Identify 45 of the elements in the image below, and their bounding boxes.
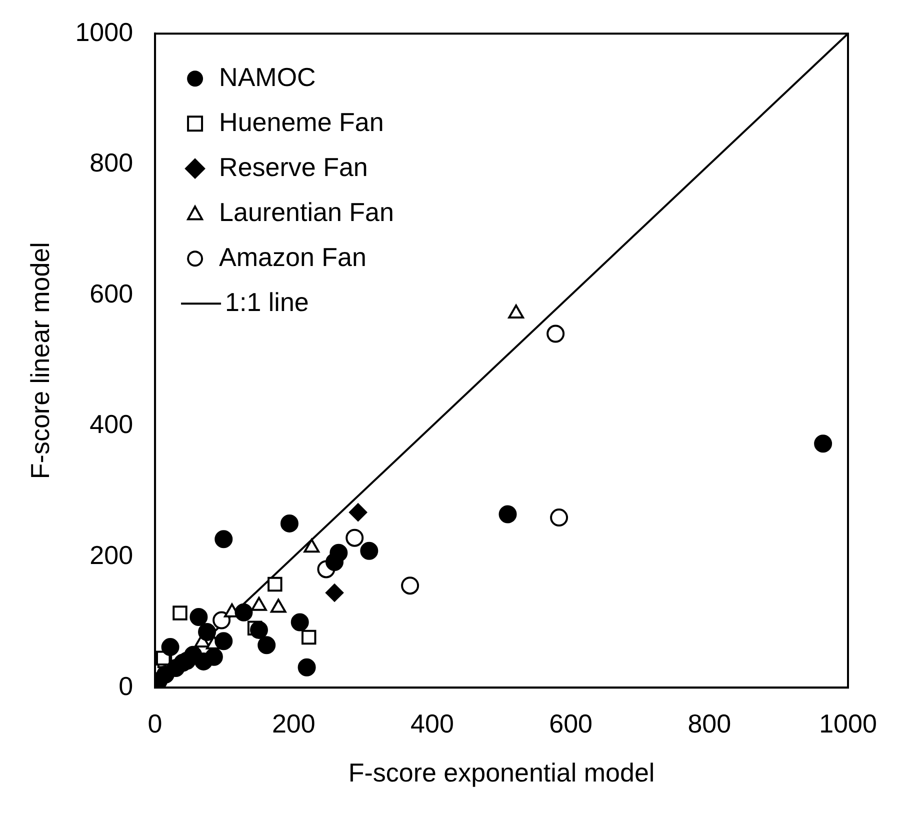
point	[212, 611, 231, 630]
legend-label: Hueneme Fan	[219, 106, 384, 137]
x-tick-label: 600	[549, 708, 593, 738]
y-tick-label: 400	[90, 409, 134, 440]
x-axis-title: F-score exponential model	[348, 758, 655, 788]
point	[214, 632, 233, 650]
legend-label: Reserve Fan	[219, 152, 368, 182]
point	[268, 576, 282, 592]
legend-label: NAMOC	[219, 62, 316, 92]
point	[326, 584, 344, 602]
y-tick-label: 800	[90, 148, 134, 178]
point	[550, 508, 568, 527]
x-tick-label: 800	[688, 708, 732, 738]
y-tick-label: 200	[90, 540, 134, 570]
point	[360, 542, 378, 560]
x-tick-label: 1000	[819, 708, 877, 738]
point	[172, 606, 188, 620]
point	[190, 608, 208, 626]
point	[326, 553, 344, 572]
point	[302, 630, 316, 645]
point	[349, 503, 368, 522]
point	[234, 603, 253, 622]
point	[498, 505, 517, 524]
legend-label: 1:1 line	[225, 286, 309, 317]
point	[161, 638, 180, 656]
point	[280, 514, 298, 532]
y-axis-title: F-score linear model	[24, 242, 55, 480]
point	[814, 434, 832, 453]
point	[258, 636, 276, 654]
y-tick-label: 0	[118, 670, 134, 701]
point	[401, 576, 420, 595]
point	[198, 623, 216, 642]
point	[298, 658, 316, 676]
y-tick-label: 600	[90, 278, 134, 308]
x-tick-label: 200	[272, 708, 316, 738]
point	[250, 621, 268, 640]
x-tick-label: 0	[148, 708, 162, 738]
legend-label: Amazon Fan	[219, 242, 366, 272]
legend-label: Laurentian Fan	[219, 196, 394, 227]
point	[546, 324, 565, 343]
point	[290, 613, 309, 632]
point	[346, 528, 364, 547]
y-tick-label: 1000	[75, 16, 134, 47]
point	[214, 530, 233, 548]
x-tick-label: 400	[410, 708, 454, 738]
